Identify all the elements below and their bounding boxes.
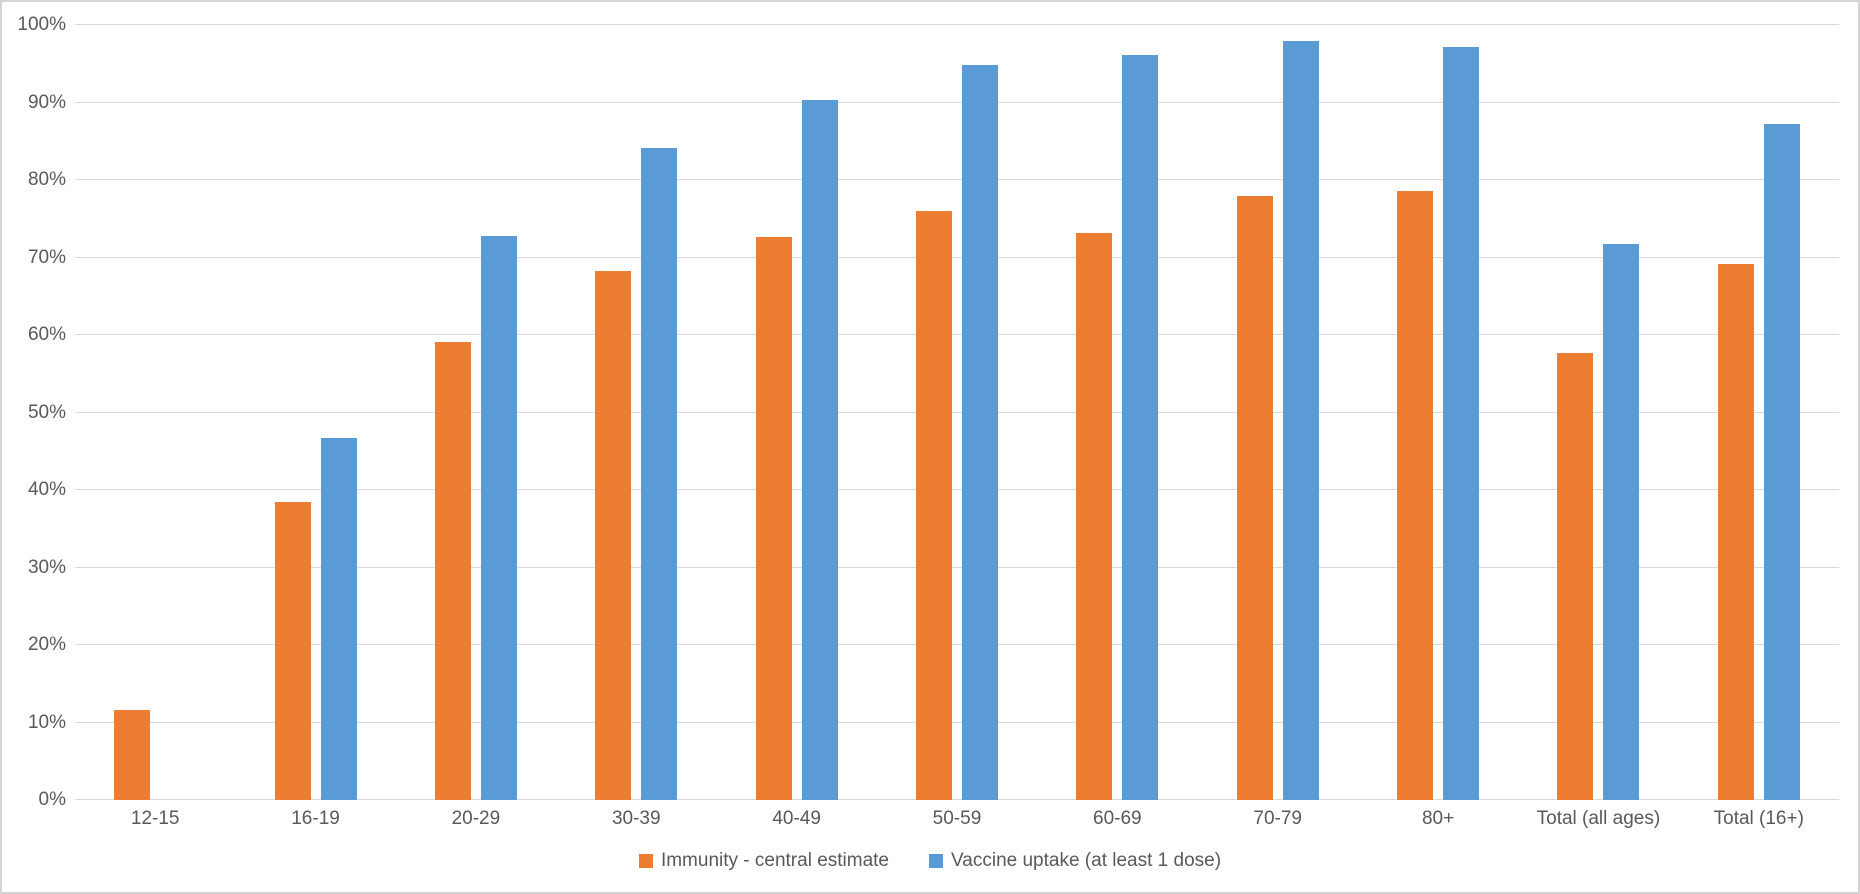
gridline xyxy=(75,644,1839,645)
gridline xyxy=(75,24,1839,25)
x-axis-category-label: 20-29 xyxy=(451,808,501,829)
bar-group xyxy=(235,25,395,800)
gridline xyxy=(75,256,1839,258)
x-axis-category-label: 16-19 xyxy=(291,808,340,829)
legend-label-immunity: Immunity - central estimate xyxy=(660,850,890,871)
x-axis-category-label: 12-15 xyxy=(130,808,180,829)
bar-group xyxy=(1518,25,1678,800)
x-axis-category-label: 80+ xyxy=(1421,808,1455,829)
bar-group xyxy=(75,25,235,800)
bar-group xyxy=(556,25,716,800)
bar-group xyxy=(1358,25,1518,800)
bar-group xyxy=(1198,25,1358,800)
y-axis-tick-label: 100% xyxy=(17,14,66,35)
plot-area xyxy=(75,24,1839,800)
legend-swatch-uptake xyxy=(929,854,944,868)
x-axis-category-label: 30-39 xyxy=(611,808,661,829)
y-axis-tick-label: 30% xyxy=(27,556,66,578)
legend-swatch-immunity xyxy=(638,854,653,868)
x-axis-category-label: 70-79 xyxy=(1253,808,1302,829)
y-axis-tick-label: 0% xyxy=(38,789,66,810)
gridline xyxy=(75,566,1839,568)
x-axis-category-label: Total (16+) xyxy=(1713,808,1804,829)
legend: Immunity - central estimate Vaccine upta… xyxy=(2,850,1858,872)
y-axis-tick-label: 80% xyxy=(27,169,66,190)
legend-item-immunity: Immunity - central estimate xyxy=(638,850,890,872)
immunity-bar-12-15 xyxy=(114,710,151,800)
immunity-bar-30-39 xyxy=(595,270,632,800)
uptake-bar-20-29 xyxy=(480,235,517,800)
gridline xyxy=(75,334,1839,335)
uptake-bar-16-19 xyxy=(320,438,357,800)
legend-item-uptake: Vaccine uptake (at least 1 dose) xyxy=(929,850,1221,872)
immunity-bar-20-29 xyxy=(434,341,471,800)
legend-label-uptake: Vaccine uptake (at least 1 dose) xyxy=(951,850,1222,871)
y-axis-tick-label: 40% xyxy=(27,479,66,500)
immunity-bar-50-59 xyxy=(915,211,952,800)
x-axis-category-label: 50-59 xyxy=(932,808,982,829)
x-axis-category-label: 40-49 xyxy=(772,808,821,829)
x-axis-category-label: 60-69 xyxy=(1093,808,1142,829)
uptake-bar-80+ xyxy=(1443,46,1480,800)
immunity-bar-40-49 xyxy=(755,237,792,800)
immunity-bar-80+ xyxy=(1397,190,1434,800)
uptake-bar-total-16+- xyxy=(1763,124,1800,800)
y-axis-tick-label: 50% xyxy=(27,401,66,423)
gridline xyxy=(75,179,1839,180)
gridline xyxy=(75,101,1839,103)
uptake-bar-total-all-ages- xyxy=(1603,243,1640,800)
bar-plot xyxy=(75,25,1839,800)
bar-group xyxy=(877,25,1037,800)
y-axis-tick-label: 20% xyxy=(27,634,66,655)
y-axis-tick-label: 10% xyxy=(27,711,66,733)
immunity-bar-60-69 xyxy=(1076,233,1113,800)
bar-group xyxy=(1037,25,1197,800)
uptake-bar-40-49 xyxy=(801,100,838,800)
uptake-bar-70-79 xyxy=(1282,41,1319,800)
immunity-bar-70-79 xyxy=(1236,195,1273,800)
uptake-bar-60-69 xyxy=(1122,55,1159,800)
x-axis: 12-15 16-19 20-29 30-39 40-49 50-59 60-69 70-79… xyxy=(75,808,1839,830)
bar-group xyxy=(716,25,876,800)
bar-group xyxy=(396,25,556,800)
y-axis-tick-label: 60% xyxy=(27,324,66,345)
uptake-bar-50-59 xyxy=(961,64,998,800)
y-axis-tick-label: 70% xyxy=(27,246,66,268)
y-axis-tick-label: 90% xyxy=(27,91,66,113)
gridline xyxy=(75,721,1839,723)
x-axis-line xyxy=(75,799,1839,800)
gridline xyxy=(75,411,1839,413)
x-axis-category-label: Total (all ages) xyxy=(1536,808,1661,829)
gridline xyxy=(75,489,1839,490)
immunity-bar-16-19 xyxy=(274,501,311,800)
immunity-bar-total-16+- xyxy=(1717,263,1754,800)
bar-group xyxy=(1679,25,1839,800)
immunity-bar-total-all-ages- xyxy=(1557,352,1594,800)
uptake-bar-30-39 xyxy=(641,148,678,800)
